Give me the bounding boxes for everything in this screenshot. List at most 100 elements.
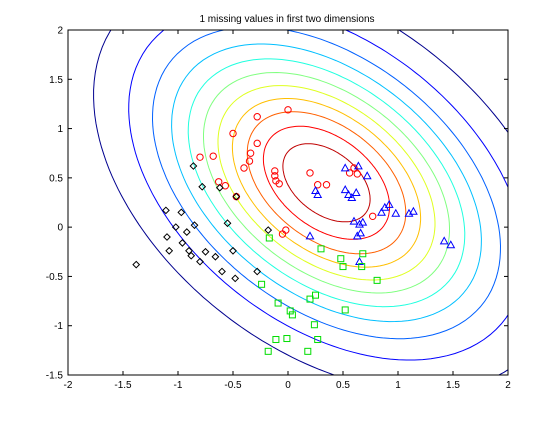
triangle-point <box>358 217 368 226</box>
circle-point <box>209 152 217 160</box>
triangle-point <box>439 236 449 245</box>
diamond-point <box>187 251 196 260</box>
triangle-point <box>305 231 315 240</box>
y-tick-label: 0 <box>57 223 63 234</box>
square-point <box>339 263 347 271</box>
contour-line <box>246 111 407 255</box>
triangle-point <box>377 207 386 216</box>
square-point <box>341 306 349 314</box>
contour-line <box>262 125 391 240</box>
circle-point <box>306 169 314 177</box>
x-tick-label: 0 <box>285 380 291 391</box>
diamond-point <box>182 228 191 236</box>
diamond-point <box>161 206 170 215</box>
diamond-point <box>190 221 199 230</box>
x-tick-label: 1 <box>395 380 401 391</box>
y-tick-label: 0.5 <box>49 173 63 184</box>
circle-point <box>271 172 279 180</box>
triangle-point <box>353 161 363 170</box>
diamond-point <box>223 219 232 228</box>
circle-point <box>246 149 255 157</box>
y-tick-label: -0.5 <box>46 272 64 283</box>
triangle-point <box>340 163 350 172</box>
contour-line <box>217 85 436 281</box>
circle-point <box>229 129 237 138</box>
triangle-point <box>355 219 364 228</box>
square-point <box>274 299 282 307</box>
square-point <box>265 234 273 242</box>
triangle-point <box>446 240 456 249</box>
triangle-point <box>362 171 372 180</box>
diamond-point <box>218 267 226 276</box>
square-point <box>312 291 319 299</box>
triangle-point <box>311 186 320 195</box>
triangle-point <box>408 206 418 215</box>
triangle-point <box>344 189 353 198</box>
circle-point <box>369 212 377 221</box>
square-point <box>304 347 312 355</box>
circle-point <box>240 164 248 172</box>
chart-title: 1 missing values in first two dimensions <box>199 14 374 25</box>
triangle-point <box>349 216 359 225</box>
diamond-point <box>185 246 193 255</box>
triangle-point <box>351 188 361 197</box>
circle-point <box>350 164 358 172</box>
triangle-point <box>356 228 366 237</box>
contour-line <box>203 71 450 294</box>
x-tick-label: 1.5 <box>446 380 460 391</box>
contour-line <box>93 30 508 375</box>
triangle-point <box>391 208 401 217</box>
y-tick-label: -1.5 <box>46 371 64 382</box>
contour-line <box>128 30 508 361</box>
diamond-point <box>264 226 273 235</box>
triangle-point <box>384 199 394 208</box>
square-point <box>286 307 294 315</box>
diamond-point <box>163 233 171 241</box>
circle-point <box>314 181 322 189</box>
diamond-point <box>198 182 207 191</box>
diamond-point <box>253 267 262 276</box>
circle-point <box>284 106 292 114</box>
y-tick-label: -1 <box>54 321 63 332</box>
square-point <box>314 336 322 344</box>
x-tick-label: 0.5 <box>336 380 350 391</box>
circle-point <box>271 167 279 175</box>
circle-point <box>245 157 254 165</box>
x-tick-label: -1 <box>174 380 183 391</box>
diamond-point <box>231 274 240 283</box>
contour-line <box>171 43 482 323</box>
diamond-point <box>171 223 180 232</box>
contour-layer <box>93 30 508 375</box>
triangle-point <box>347 192 357 201</box>
circle-point <box>253 139 261 148</box>
contour-line <box>151 30 502 340</box>
triangle-point <box>340 185 350 194</box>
axes-layer: -2 -1.5 -1 -0.5 0 0.5 1 1.5 2-1.5-1-0.500.511.52 <box>46 26 511 392</box>
diamond-point <box>165 246 174 255</box>
y-tick-label: 1 <box>57 124 63 135</box>
diamond-point <box>215 183 224 192</box>
x-tick-label: -1.5 <box>114 380 132 391</box>
y-tick-label: 1.5 <box>49 75 63 86</box>
data-points-layer <box>132 106 456 355</box>
contour-line <box>187 58 466 308</box>
triangle-point <box>355 257 364 266</box>
square-point <box>317 245 325 253</box>
diamond-point <box>132 260 141 269</box>
square-point <box>272 336 280 344</box>
circle-point <box>282 226 290 234</box>
x-tick-label: -2 <box>64 380 73 391</box>
diamond-point <box>201 247 210 256</box>
square-point <box>359 250 367 258</box>
diamond-point <box>178 239 187 247</box>
square-point <box>283 335 291 343</box>
circle-point <box>221 182 230 190</box>
x-tick-label: 2 <box>505 380 511 391</box>
diamond-point <box>229 246 237 255</box>
square-point <box>337 255 345 263</box>
diamond-point <box>211 252 220 261</box>
square-point <box>358 263 366 271</box>
